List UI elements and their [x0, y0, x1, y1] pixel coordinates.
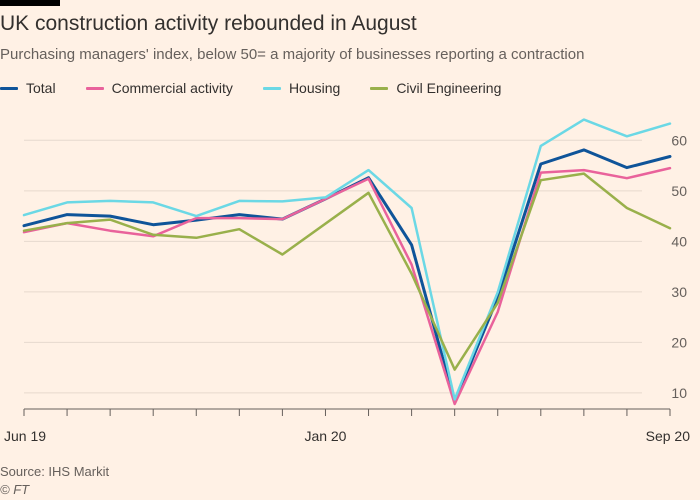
- legend-item: Commercial activity: [85, 80, 233, 96]
- x-tick-label: Sep 20: [646, 428, 691, 444]
- y-tick-label: 40: [671, 233, 687, 249]
- series-line: [22, 166, 672, 406]
- x-axis: Jun 19 Jan 20 Sep 20: [4, 408, 691, 444]
- legend-item: Civil Engineering: [370, 80, 501, 96]
- line-chart: 10 20 30 40 50 60 Jun 19 Jan 20 Sep 20: [4, 118, 691, 444]
- y-tick-label: 20: [671, 334, 687, 350]
- series-line: [22, 118, 672, 401]
- source-note: Source: IHS Markit: [0, 464, 110, 479]
- copyright-note: © FT: [0, 482, 30, 497]
- y-tick-label: 60: [671, 132, 687, 148]
- legend-label: Total: [26, 80, 56, 96]
- legend-swatch: [85, 86, 104, 90]
- series-lines: [22, 118, 672, 406]
- chart-title: UK construction activity rebounded in Au…: [0, 12, 417, 35]
- chart-subtitle: Purchasing managers' index, below 50= a …: [0, 46, 585, 63]
- y-tick-label: 10: [671, 385, 687, 401]
- x-tick-label: Jun 19: [4, 428, 46, 444]
- y-axis-tick-labels: 10 20 30 40 50 60: [671, 132, 687, 401]
- legend-label: Housing: [288, 80, 341, 96]
- legend-label: Commercial activity: [111, 80, 233, 96]
- legend-swatch: [370, 86, 389, 90]
- chart-legend: Total Commercial activity Housing Civil Eng…: [0, 78, 531, 98]
- ft-brand-bar: [0, 0, 60, 6]
- legend-label: Civil Engineering: [396, 80, 502, 96]
- y-tick-label: 50: [671, 183, 687, 199]
- legend-item: Housing: [262, 80, 341, 96]
- legend-swatch: [0, 86, 18, 90]
- x-tick-label: Jan 20: [304, 428, 346, 444]
- legend-swatch: [262, 86, 281, 90]
- grid-lines: [24, 139, 642, 394]
- legend-item: Total: [0, 80, 56, 96]
- series-line: [22, 172, 672, 371]
- y-tick-label: 30: [671, 284, 687, 300]
